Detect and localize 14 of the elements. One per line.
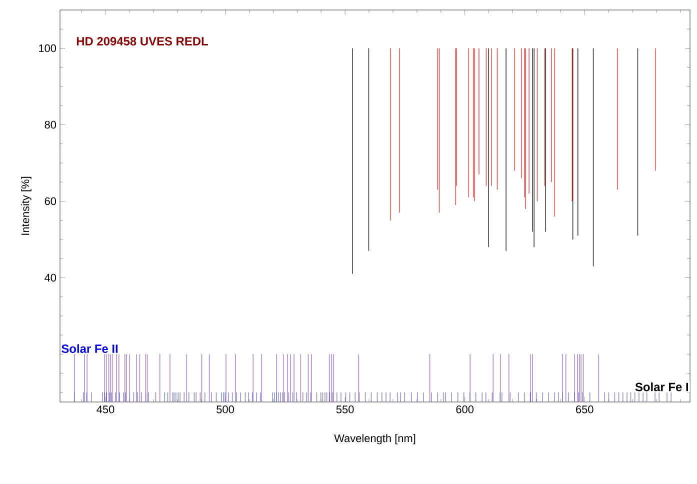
x-tick-label: 600 [456,406,474,414]
x-axis-title: Wavelength [nm] [334,434,416,444]
y-tick-label: 100 [39,44,56,52]
y-tick-label: 40 [44,274,56,282]
series-label: Solar Fe I [635,382,688,392]
y-axis-title: Intensity [%] [21,176,32,235]
series-label: Solar Fe II [62,344,118,353]
y-tick-label: 60 [44,197,56,206]
x-tick-label: 550 [336,406,354,414]
x-tick-label: 650 [576,406,594,414]
y-tick-label: 80 [44,120,56,129]
text: HD 209458 UVES REDL [76,37,208,46]
x-tick-label: 500 [216,406,234,414]
x-tick-label: 450 [96,406,114,414]
